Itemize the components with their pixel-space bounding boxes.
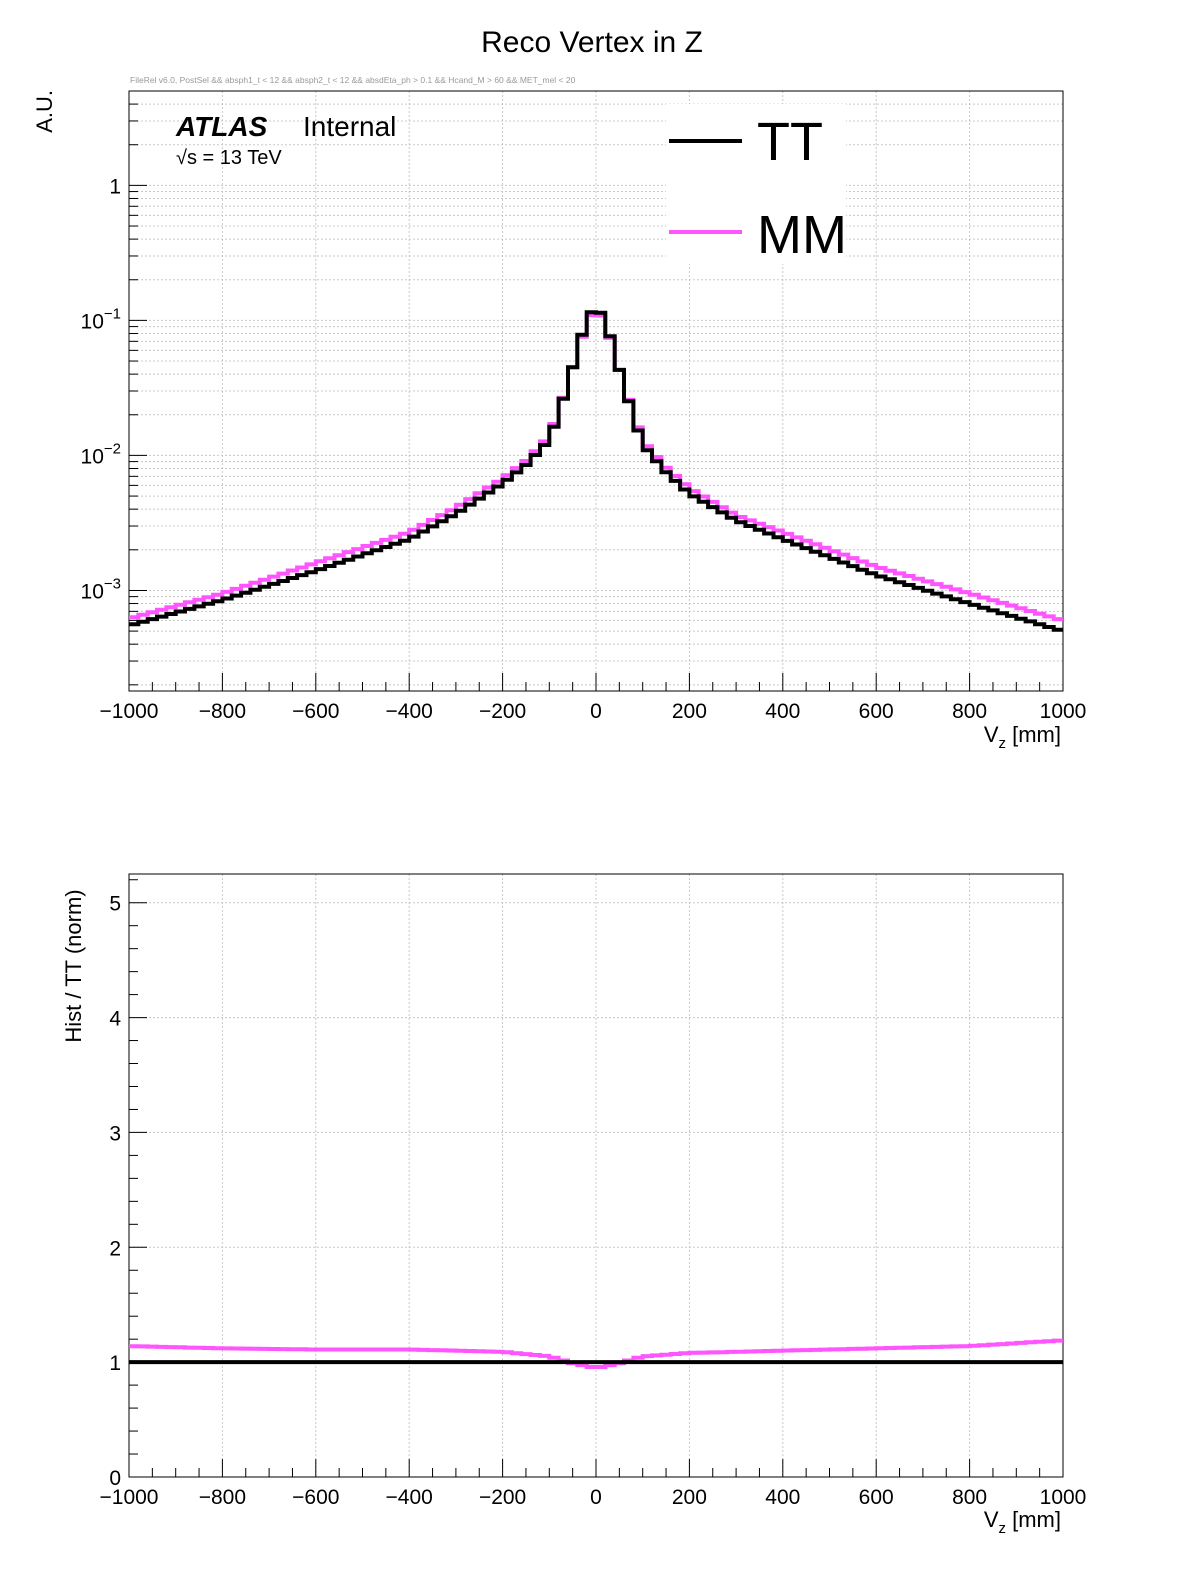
- x-tick-label: −400: [386, 700, 433, 723]
- selection-note: FileRel v6.0, PostSel && absph1_t < 12 &…: [130, 75, 576, 85]
- chart-title: Reco Vertex in Z: [481, 26, 703, 59]
- x-tick-label: 400: [765, 1486, 800, 1509]
- x-tick-label: 600: [859, 1486, 894, 1509]
- x-tick-label: −600: [292, 1486, 339, 1509]
- atlas-label: ATLAS: [175, 111, 268, 142]
- y-tick-label: 10−3: [81, 575, 121, 603]
- x-tick-label: 1000: [1040, 1486, 1087, 1509]
- y-tick-label: 0: [109, 1467, 121, 1490]
- ratio-series: [129, 1338, 1063, 1369]
- main-ticks: −1000 −800 −600 −400 −200 0 200 400 600 800 1000 1 1…: [81, 90, 1087, 723]
- main-x-axis-label: Vz [mm]: [984, 722, 1061, 752]
- x-tick-label: −600: [292, 700, 339, 723]
- ratio-grid: [129, 874, 1063, 1477]
- y-tick-label: 10−2: [81, 440, 121, 468]
- main-series: [129, 310, 1063, 632]
- legend: TT MM: [666, 104, 847, 265]
- y-tick-label: 5: [109, 893, 121, 916]
- main-grid: [129, 90, 1063, 691]
- x-tick-label: 800: [952, 1486, 987, 1509]
- x-tick-label: −200: [479, 1486, 526, 1509]
- x-tick-label: −1000: [100, 1486, 159, 1509]
- legend-label-mm: MM: [757, 205, 847, 265]
- series-line-mm: [129, 313, 1063, 622]
- x-tick-label: −800: [199, 1486, 246, 1509]
- y-tick-label: 10−1: [81, 305, 121, 333]
- ratio-y-axis-label: Hist / TT (norm): [61, 889, 86, 1042]
- main-y-axis-label: A.U.: [32, 90, 57, 133]
- x-tick-label: −1000: [100, 700, 159, 723]
- y-tick-label: 2: [109, 1237, 121, 1260]
- x-tick-label: 0: [590, 700, 602, 723]
- y-tick-label: 4: [109, 1008, 121, 1031]
- energy-label: √s = 13 TeV: [176, 147, 282, 169]
- y-tick-label: 3: [109, 1122, 121, 1145]
- x-tick-label: −200: [479, 700, 526, 723]
- x-tick-label: 800: [952, 700, 987, 723]
- ratio-x-axis-label: Vz [mm]: [984, 1507, 1061, 1537]
- x-tick-label: 400: [765, 700, 800, 723]
- series-line-tt: [129, 310, 1063, 632]
- x-tick-label: 200: [672, 1486, 707, 1509]
- x-tick-label: 600: [859, 700, 894, 723]
- x-tick-label: 1000: [1040, 700, 1087, 723]
- x-tick-label: 0: [590, 1486, 602, 1509]
- y-tick-label: 1: [109, 175, 121, 198]
- x-tick-label: 200: [672, 700, 707, 723]
- ratio-ticks: −1000 −800 −600 −400 −200 0 200 400 600 800 1000 0 1…: [100, 879, 1087, 1509]
- legend-box: [666, 104, 846, 264]
- y-tick-label: 1: [109, 1352, 121, 1375]
- legend-label-tt: TT: [757, 112, 823, 172]
- x-tick-label: −400: [386, 1486, 433, 1509]
- atlas-status: Internal: [303, 111, 396, 142]
- x-tick-label: −800: [199, 700, 246, 723]
